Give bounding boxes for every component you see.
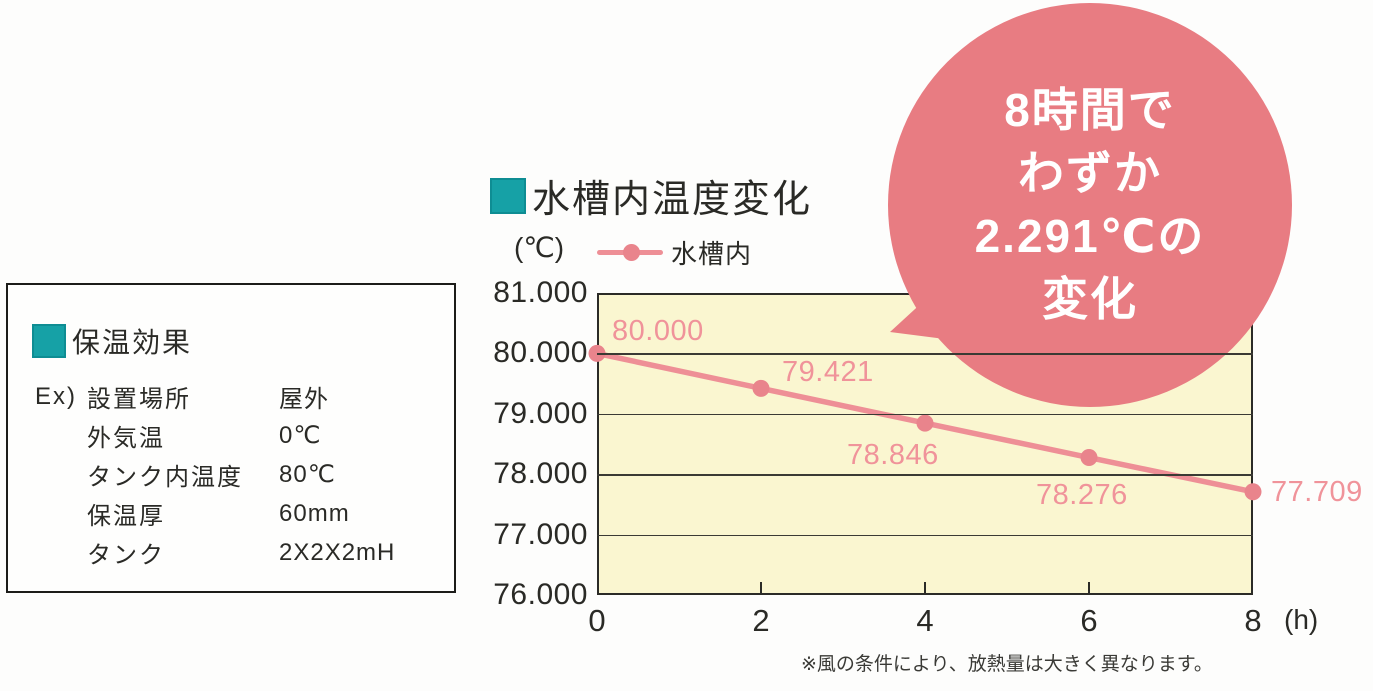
panel-row: タンク内温度 80℃ — [35, 455, 444, 494]
y-tick-label: 77.000 — [493, 517, 588, 551]
data-point-marker — [916, 414, 934, 432]
row-value: 0℃ — [279, 422, 322, 449]
panel-row: 保温厚 60mm — [35, 494, 444, 533]
y-tick-label: 76.000 — [493, 578, 588, 611]
teal-square-bullet-icon — [32, 324, 66, 358]
data-point-marker — [752, 379, 770, 397]
gridline — [597, 413, 1253, 416]
row-label: タンク内温度 — [87, 464, 243, 491]
panel-row: 外気温 0℃ — [35, 416, 444, 455]
row-label: 外気温 — [87, 425, 165, 452]
badge-text-line: わずか — [1018, 147, 1162, 199]
x-tick-label: 2 — [752, 603, 770, 638]
row-label: 設置場所 — [87, 386, 191, 413]
x-tick-mark — [924, 582, 926, 595]
x-tick-label: 8 — [1244, 603, 1262, 638]
row-label: 保温厚 — [87, 503, 165, 530]
data-point-label: 79.421 — [782, 356, 874, 389]
row-value: 80℃ — [279, 461, 336, 488]
y-tick-label: 80.000 — [493, 336, 588, 370]
legend-series-label: 水槽内 — [671, 239, 753, 269]
data-point-label: 78.846 — [847, 439, 939, 472]
insulation-effect-panel: 保温効果 Ex) 設置場所 屋外 外気温 0℃ タンク内温度 80℃ 保温厚 6… — [6, 283, 456, 593]
badge-text-line: 2.291℃の — [974, 210, 1206, 262]
panel-title: 保温効果 — [72, 327, 193, 358]
gridline — [597, 474, 1253, 476]
panel-rows: Ex) 設置場所 屋外 外気温 0℃ タンク内温度 80℃ 保温厚 60mm — [35, 377, 444, 572]
row-prefix: Ex) — [35, 382, 77, 410]
row-value: 2X2X2mH — [279, 538, 396, 566]
x-axis-unit: (h) — [1284, 604, 1319, 635]
chart-footnote: ※風の条件により、放熱量は大きく異なります。 — [801, 654, 1213, 675]
series-line-chart — [588, 344, 1262, 501]
chart-title: 水槽内温度変化 — [532, 179, 813, 221]
row-value: 屋外 — [279, 386, 329, 413]
data-point-marker — [1080, 449, 1098, 467]
y-tick-label: 78.000 — [493, 457, 588, 491]
x-tick-label: 4 — [916, 603, 934, 638]
x-tick-label: 0 — [588, 603, 606, 638]
chart-heading: 水槽内温度変化 — [490, 168, 812, 223]
teal-square-bullet-icon — [490, 177, 526, 214]
x-tick-mark — [1088, 582, 1090, 595]
legend-line-marker-icon — [597, 244, 663, 261]
gridline — [597, 534, 1253, 537]
highlight-badge: 8時間で わずか 2.291℃の 変化 — [888, 3, 1292, 407]
x-tick-mark — [760, 582, 762, 595]
panel-row: タンク 2X2X2mH — [35, 533, 444, 572]
badge-text-line: 変化 — [1042, 273, 1138, 325]
x-tick-label: 6 — [1080, 603, 1098, 638]
panel-heading: 保温効果 — [32, 321, 192, 361]
data-point-marker — [1244, 483, 1262, 501]
gridline — [597, 353, 1253, 355]
data-point-label: 77.709 — [1271, 475, 1363, 508]
y-tick-label: 79.000 — [493, 396, 588, 430]
data-point-label: 80.000 — [612, 315, 704, 348]
badge-text-line: 8時間で — [1004, 84, 1176, 136]
y-axis-unit: (℃) — [514, 232, 565, 263]
chart-legend: 水槽内 — [597, 234, 752, 271]
row-value: 60mm — [279, 499, 350, 527]
data-point-label: 78.276 — [1036, 478, 1128, 511]
y-tick-label: 81.000 — [493, 276, 588, 309]
row-label: タンク — [87, 542, 165, 569]
panel-row: Ex) 設置場所 屋外 — [35, 377, 444, 416]
plot-area — [588, 293, 1262, 595]
legend-dot-icon — [623, 244, 640, 261]
